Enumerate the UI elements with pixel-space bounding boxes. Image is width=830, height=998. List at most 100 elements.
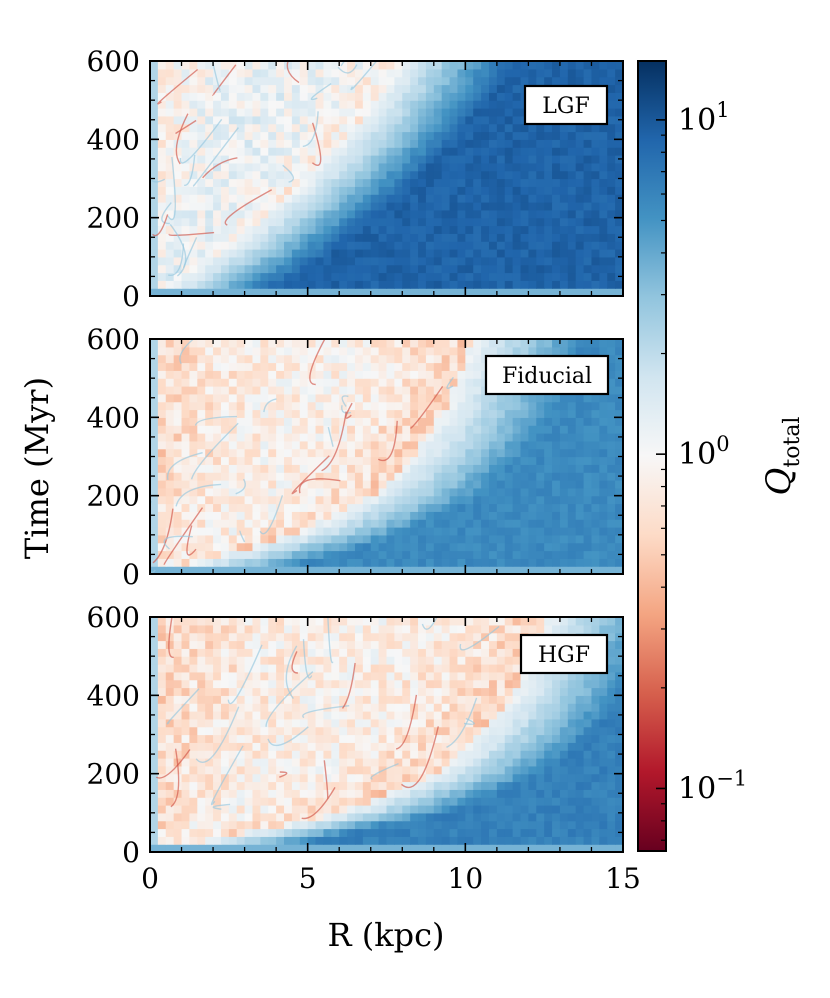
heatmap-cell [402, 362, 411, 371]
heatmap-cell [386, 92, 395, 101]
heatmap-cell [591, 68, 600, 78]
heatmap-cell [323, 448, 332, 458]
heatmap-cell [276, 558, 285, 567]
heatmap-cell [339, 711, 348, 720]
heatmap-cell [607, 288, 616, 296]
heatmap-cell [504, 456, 514, 465]
heatmap-cell [544, 566, 553, 574]
heatmap-cell [315, 170, 325, 180]
heatmap-cell [347, 519, 356, 528]
heatmap-cell [157, 558, 167, 567]
heatmap-cell [583, 339, 593, 348]
heatmap-cell [228, 480, 238, 489]
heatmap-cell [220, 534, 230, 544]
heatmap-cell [228, 256, 238, 266]
heatmap-cell [488, 742, 498, 751]
heatmap-cell [410, 354, 419, 364]
heatmap-cell [315, 370, 325, 379]
heatmap-cell [291, 558, 301, 567]
heatmap-cell [220, 726, 230, 736]
heatmap-cell [433, 217, 443, 227]
heatmap-cell [512, 558, 522, 567]
heatmap-cell [418, 805, 427, 814]
heatmap-cell [291, 272, 301, 281]
heatmap-cell [418, 362, 427, 371]
heatmap-cell [252, 742, 261, 751]
heatmap-cell [150, 225, 159, 234]
heatmap-cell [504, 844, 514, 852]
heatmap-cell [236, 76, 246, 86]
heatmap-cell [347, 264, 356, 274]
heatmap-cell [425, 170, 435, 180]
heatmap-cell [449, 812, 459, 822]
heatmap-cell [425, 100, 435, 109]
heatmap-cell [205, 812, 214, 822]
heatmap-cell [488, 256, 498, 266]
heatmap-cell [528, 797, 537, 806]
heatmap-cell [181, 100, 191, 109]
heatmap-cell [150, 217, 159, 227]
heatmap-cell [457, 797, 466, 806]
heatmap-cell [228, 186, 238, 195]
heatmap-cell [378, 726, 388, 736]
heatmap-cell [205, 393, 214, 403]
heatmap-cell [394, 100, 403, 109]
heatmap-cell [599, 339, 608, 348]
heatmap-cell [520, 209, 529, 219]
heatmap-cell [157, 742, 167, 751]
heatmap-cell [402, 339, 411, 348]
heatmap-cell [260, 812, 269, 822]
heatmap-cell [488, 147, 498, 156]
heatmap-cell [441, 346, 451, 356]
heatmap-cell [457, 711, 466, 720]
heatmap-cell [157, 765, 167, 775]
heatmap-cell [362, 92, 372, 101]
heatmap-cell [339, 155, 348, 164]
heatmap-cell [331, 734, 340, 743]
heatmap-cell [394, 805, 403, 814]
heatmap-cell [488, 280, 498, 289]
heatmap-cell [228, 464, 238, 473]
heatmap-cell [496, 836, 506, 845]
heatmap-cell [205, 280, 214, 289]
heatmap-cell [615, 346, 623, 356]
heatmap-cell [189, 378, 198, 387]
heatmap-cell [394, 354, 403, 364]
heatmap-cell [362, 370, 372, 379]
heatmap-cell [544, 456, 553, 465]
heatmap-cell [228, 147, 238, 156]
filament-streak [169, 223, 187, 277]
heatmap-cell [402, 249, 411, 258]
heatmap-cell [220, 339, 230, 348]
heatmap-cell [457, 194, 466, 203]
heatmap-cell [165, 480, 175, 489]
heatmap-cell [465, 695, 474, 704]
heatmap-cell [354, 805, 364, 814]
heatmap-cell [228, 178, 238, 187]
heatmap-cell [244, 170, 254, 180]
heatmap-cell [244, 202, 254, 211]
heatmap-cell [323, 162, 332, 172]
heatmap-cell [496, 256, 506, 266]
heatmap-cell [599, 534, 608, 544]
heatmap-cell [496, 487, 506, 497]
heatmap-cell [607, 425, 616, 434]
heatmap-cell [189, 249, 198, 258]
heatmap-cell [284, 836, 293, 845]
heatmap-cell [189, 170, 198, 180]
heatmap-cell [220, 362, 230, 371]
heatmap-cell [473, 812, 482, 822]
heatmap-cell [496, 84, 506, 93]
heatmap-cell [599, 844, 608, 852]
heatmap-cell [299, 249, 309, 258]
heatmap-cell [567, 789, 577, 798]
heatmap-cell [583, 256, 593, 266]
heatmap-cell [284, 718, 293, 728]
heatmap-cell [481, 805, 490, 814]
heatmap-cell [284, 162, 293, 172]
heatmap-cell [449, 480, 459, 489]
heatmap-cell [410, 108, 419, 117]
heatmap-cell [394, 264, 403, 274]
heatmap-cell [528, 456, 537, 465]
heatmap-cell [394, 527, 403, 536]
